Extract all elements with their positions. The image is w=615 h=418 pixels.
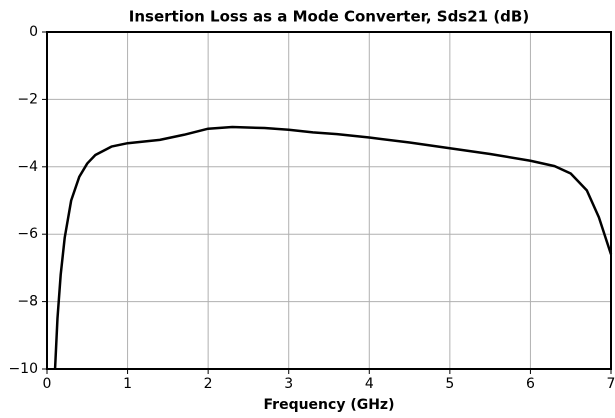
y-tick-label: −10: [8, 361, 38, 377]
x-tick-label: 4: [365, 376, 374, 392]
data-line: [53, 125, 613, 370]
x-tick-label: 5: [445, 376, 454, 392]
y-tick-label: −8: [17, 294, 38, 310]
y-tick-label: −2: [17, 91, 38, 107]
plot-frame: [46, 31, 612, 370]
x-tick-label: 1: [123, 376, 132, 392]
y-tick-label: −6: [17, 226, 38, 242]
y-tick-label: 0: [29, 24, 38, 40]
x-tick-label: 0: [43, 376, 52, 392]
x-tick-label: 6: [526, 376, 535, 392]
x-axis-label: Frequency (GHz): [264, 397, 395, 413]
x-tick-label: 7: [607, 376, 615, 392]
y-tick-label: −4: [17, 159, 38, 175]
x-tick-label: 2: [204, 376, 213, 392]
chart-title: Insertion Loss as a Mode Converter, Sds2…: [129, 8, 529, 26]
x-tick-label: 3: [284, 376, 293, 392]
